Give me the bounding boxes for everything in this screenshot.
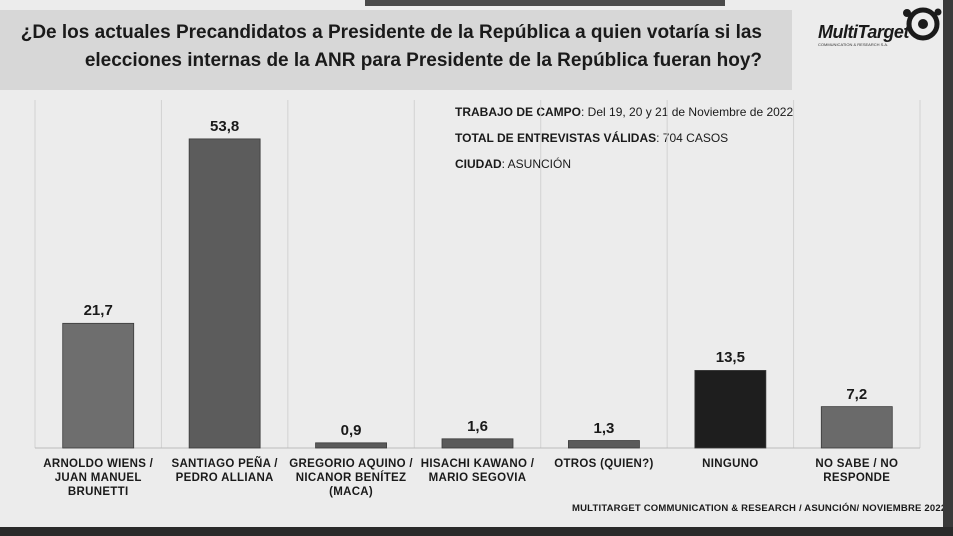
bottom-band	[0, 527, 953, 536]
city-value: : ASUNCIÓN	[501, 157, 572, 171]
value-label-3: 0,9	[340, 421, 362, 439]
bar-6	[694, 370, 767, 449]
category-label-2: SANTIAGO PEÑA / PEDRO ALLIANA	[171, 458, 278, 484]
bar-7	[820, 406, 893, 449]
right-edge-bar	[943, 0, 953, 536]
category-label-5: OTROS (QUIEN?)	[554, 458, 654, 470]
category-label-7: NO SABE / NO RESPONDE	[815, 458, 899, 484]
category-label-3: GREGORIO AQUINO / NICANOR BENÍTEZ (MACA)	[289, 458, 413, 498]
bar-2	[188, 138, 261, 449]
multitarget-logo: MultiTarget COMMUNICATION & RESEARCH S.A…	[818, 7, 948, 50]
interviews-value: : 704 CASOS	[656, 131, 729, 145]
value-label-7: 7,2	[846, 385, 868, 403]
value-label-2: 53,8	[210, 117, 240, 135]
fieldwork-value: : Del 19, 20 y 21 de Noviembre de 2022	[581, 105, 794, 119]
value-label-4: 1,6	[467, 417, 488, 435]
category-label-4: HISACHI KAWANO / MARIO SEGOVIA	[420, 458, 535, 484]
top-bar	[365, 0, 725, 6]
city-info: CIUDAD: ASUNCIÓN	[455, 157, 571, 171]
bar-4	[441, 438, 514, 449]
interviews-label: TOTAL DE ENTREVISTAS VÁLIDAS	[455, 131, 657, 145]
fieldwork-info: TRABAJO DE CAMPO: Del 19, 20 y 21 de Nov…	[455, 105, 793, 119]
fieldwork-label: TRABAJO DE CAMPO	[455, 105, 582, 119]
value-label-5: 1,3	[593, 419, 615, 437]
bar-5	[568, 440, 640, 449]
city-label: CIUDAD	[455, 157, 502, 171]
logo-circles-icon	[903, 7, 942, 41]
logo-tagline: COMMUNICATION & RESEARCH S.A.	[818, 42, 889, 47]
value-label-6: 13,5	[715, 349, 745, 367]
source-footer: MULTITARGET COMMUNICATION & RESEARCH / A…	[572, 503, 947, 514]
category-label-6: NINGUNO	[702, 458, 759, 470]
chart-title-line-2: elecciones internas de la ANR para Presi…	[84, 50, 762, 71]
category-label-1: ARNOLDO WIENS / JUAN MANUEL BRUNETTI	[43, 458, 154, 498]
chart-title-line-1: ¿De los actuales Precandidatos a Preside…	[20, 22, 762, 43]
bar-3	[315, 442, 387, 449]
title-band: ¿De los actuales Precandidatos a Preside…	[0, 10, 792, 90]
interviews-info: TOTAL DE ENTREVISTAS VÁLIDAS: 704 CASOS	[455, 131, 728, 145]
bar-1	[62, 322, 135, 449]
logo-text: MultiTarget	[818, 22, 909, 42]
value-label-1: 21,7	[83, 302, 113, 320]
